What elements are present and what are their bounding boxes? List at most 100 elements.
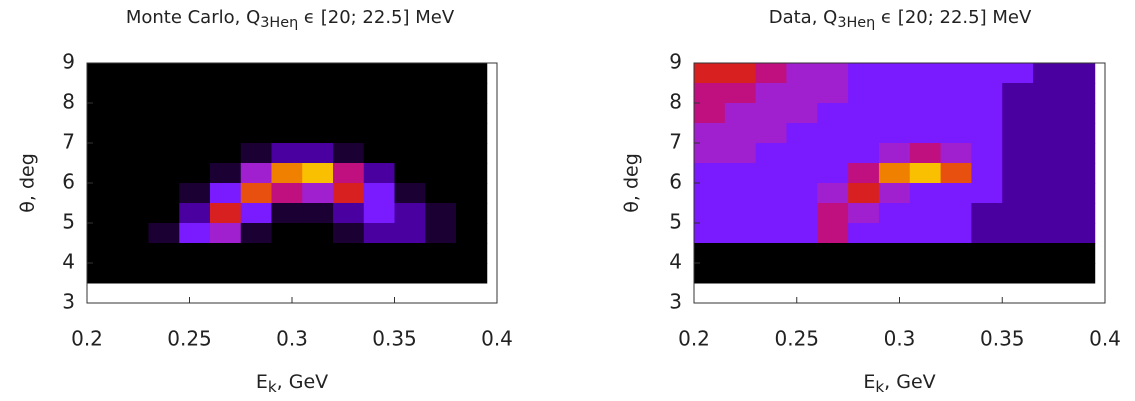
heat-cell (87, 103, 119, 124)
heat-cell (817, 123, 849, 144)
heat-cell (694, 143, 726, 164)
heat-cell (1033, 243, 1065, 264)
heat-cell (363, 83, 395, 104)
x-tick-label: 0.3 (276, 327, 308, 351)
heat-cell (724, 203, 757, 224)
heat-cell (694, 63, 726, 84)
heat-cell (755, 243, 787, 264)
heat-cell (363, 143, 395, 164)
heat-cell (1063, 103, 1096, 124)
x-tick-label: 0.25 (774, 327, 819, 351)
heat-cell (271, 63, 303, 84)
heat-cell (148, 63, 180, 84)
heat-cell (694, 123, 726, 144)
heat-cell (271, 143, 303, 164)
heat-cell (817, 63, 849, 84)
heat-cell (87, 183, 119, 204)
heat-cell (1063, 263, 1096, 284)
heat-cell (210, 263, 242, 284)
heat-cell (302, 223, 334, 244)
y-tick-label: 4 (669, 250, 682, 274)
heat-cell (179, 103, 211, 124)
heat-cell (1033, 163, 1065, 184)
heat-cell (878, 263, 911, 284)
heat-cell (425, 203, 457, 224)
heat-cell (240, 123, 272, 144)
heat-cell (1002, 103, 1034, 124)
heat-cell (724, 243, 757, 264)
chart-title-main: Data, Q (769, 7, 838, 28)
heat-cell (878, 203, 911, 224)
x-tick-label: 0.25 (167, 327, 212, 351)
heat-cell (817, 243, 849, 264)
heat-cell (878, 123, 911, 144)
chart-title-suffix: ϵ [20; 22.5] MeV (298, 7, 455, 28)
heat-cell (179, 63, 211, 84)
heat-cell (117, 203, 149, 224)
heat-cell (456, 143, 488, 164)
y-axis-label: θ, deg (621, 153, 643, 213)
heat-cell (1002, 203, 1034, 224)
heat-cell (817, 103, 849, 124)
heat-cell (1002, 83, 1034, 104)
heat-cell (363, 223, 395, 244)
heat-cell (786, 183, 818, 204)
heat-cell (240, 143, 272, 164)
heat-cell (786, 123, 818, 144)
heat-cell (878, 223, 911, 244)
heat-cell (971, 263, 1003, 284)
heat-cell (425, 83, 457, 104)
heat-cell (755, 83, 787, 104)
heat-cell (817, 83, 849, 104)
heat-cell (179, 143, 211, 164)
heat-cell (909, 223, 942, 244)
x-axis-label-subscript: k (875, 378, 884, 396)
heat-cell (878, 143, 911, 164)
heat-cell (210, 243, 242, 264)
heat-cell (817, 223, 849, 244)
heat-cell (394, 123, 426, 144)
heat-cell (848, 143, 880, 164)
heat-cell (363, 63, 395, 84)
x-tick-label: 0.3 (884, 327, 916, 351)
heat-cell (425, 143, 457, 164)
heat-cell (940, 123, 972, 144)
heat-cell (302, 263, 334, 284)
x-axis-label-subscript: k (268, 378, 277, 396)
heat-cell (971, 163, 1003, 184)
heat-cell (87, 223, 119, 244)
heat-cell (394, 203, 426, 224)
heat-cell (425, 163, 457, 184)
heat-cell (1002, 223, 1034, 244)
heat-cell (117, 183, 149, 204)
heat-cell (87, 243, 119, 264)
heat-cell (87, 63, 119, 84)
heat-cell (87, 83, 119, 104)
heat-cell (786, 223, 818, 244)
heat-cell (179, 223, 211, 244)
heat-cell (302, 163, 334, 184)
heat-cell (179, 243, 211, 264)
heat-cell (240, 223, 272, 244)
heat-cell (971, 203, 1003, 224)
heat-cell (271, 263, 303, 284)
x-tick-label: 0.2 (678, 327, 710, 351)
heat-cell (1033, 123, 1065, 144)
heat-cell (117, 123, 149, 144)
heat-cell (240, 163, 272, 184)
heat-cell (1033, 63, 1065, 84)
heat-cell (724, 63, 757, 84)
heat-cell (755, 123, 787, 144)
heat-cell (87, 263, 119, 284)
heat-cell (940, 63, 972, 84)
heat-cell (210, 183, 242, 204)
heat-cell (1033, 203, 1065, 224)
heat-cell (456, 243, 488, 264)
heat-cell (724, 263, 757, 284)
heat-cell (878, 183, 911, 204)
heat-cell (363, 243, 395, 264)
heat-cell (817, 263, 849, 284)
heat-cell (909, 263, 942, 284)
heat-cell (302, 63, 334, 84)
heat-cell (148, 123, 180, 144)
